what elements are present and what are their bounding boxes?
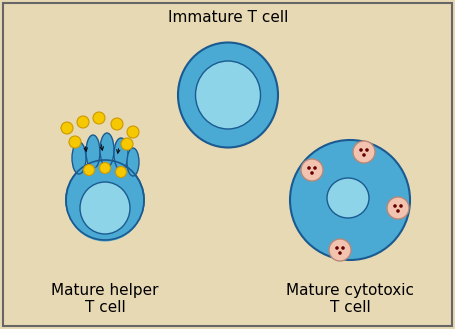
Circle shape <box>313 166 317 170</box>
Circle shape <box>84 164 95 175</box>
Ellipse shape <box>67 166 143 241</box>
Circle shape <box>335 246 339 250</box>
Circle shape <box>301 159 323 181</box>
Circle shape <box>127 126 139 138</box>
Circle shape <box>100 163 111 173</box>
Circle shape <box>111 118 123 130</box>
Text: Immature T cell: Immature T cell <box>168 10 288 25</box>
Circle shape <box>116 166 126 178</box>
Ellipse shape <box>86 135 100 169</box>
Text: Mature cytotoxic
T cell: Mature cytotoxic T cell <box>286 283 414 315</box>
Circle shape <box>290 140 410 260</box>
Ellipse shape <box>100 133 114 167</box>
Ellipse shape <box>80 182 130 234</box>
Circle shape <box>399 204 403 208</box>
Circle shape <box>393 204 397 208</box>
Circle shape <box>362 153 366 157</box>
Ellipse shape <box>72 142 86 174</box>
Ellipse shape <box>196 61 261 129</box>
Circle shape <box>365 148 369 152</box>
Circle shape <box>93 112 105 124</box>
Circle shape <box>341 246 345 250</box>
Circle shape <box>353 141 375 163</box>
Circle shape <box>338 251 342 255</box>
Circle shape <box>61 122 73 134</box>
Ellipse shape <box>66 160 144 240</box>
Circle shape <box>387 197 409 219</box>
Circle shape <box>310 171 314 175</box>
Circle shape <box>329 239 351 261</box>
Ellipse shape <box>327 178 369 218</box>
Circle shape <box>396 209 400 213</box>
Ellipse shape <box>178 42 278 147</box>
Ellipse shape <box>114 138 128 170</box>
Text: Mature helper
T cell: Mature helper T cell <box>51 283 159 315</box>
Ellipse shape <box>127 148 139 176</box>
Circle shape <box>77 116 89 128</box>
Circle shape <box>359 148 363 152</box>
Circle shape <box>307 166 311 170</box>
Circle shape <box>69 136 81 148</box>
Circle shape <box>121 138 133 150</box>
